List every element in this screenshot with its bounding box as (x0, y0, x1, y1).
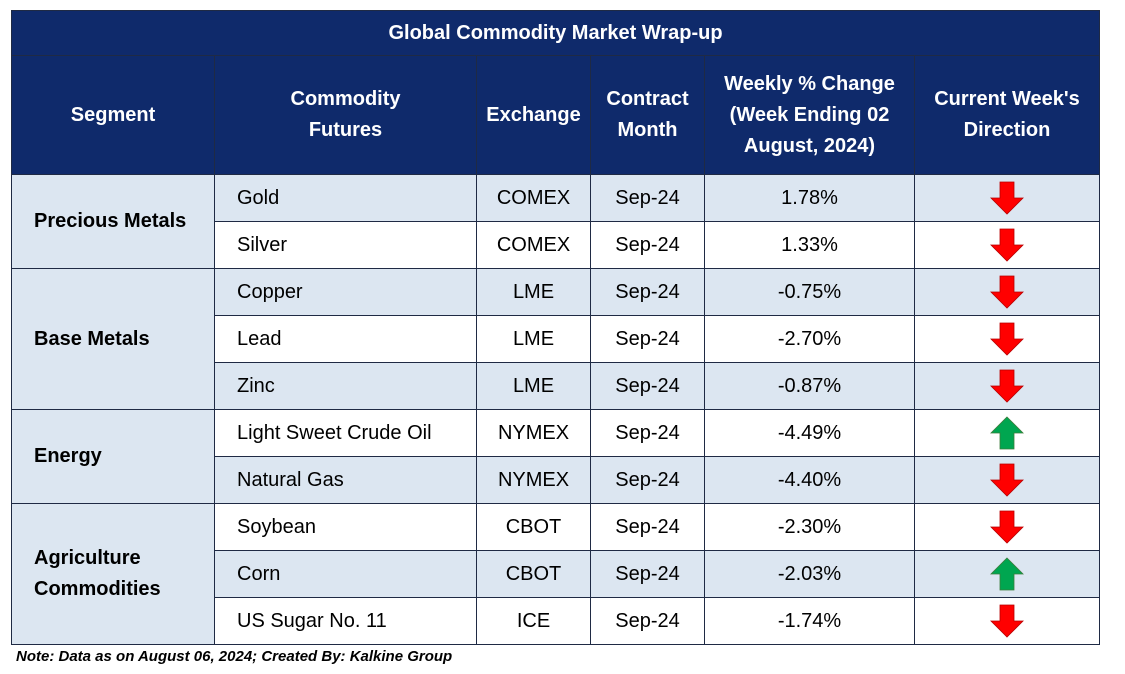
change-cell: -4.40% (704, 456, 915, 504)
commodity-cell: Corn (214, 550, 477, 598)
commodity-cell: Light Sweet Crude Oil (214, 409, 477, 457)
table-row: Lead LME Sep-24 -2.70% (12, 315, 1101, 363)
segment-cell: Base Metals (11, 268, 215, 410)
change-cell: -2.70% (704, 315, 915, 363)
exchange-cell: CBOT (476, 550, 591, 598)
header-commodity: Commodity Futures (214, 55, 477, 175)
commodity-cell: Copper (214, 268, 477, 316)
header-exchange: Exchange (476, 55, 591, 175)
arrow-down-icon (990, 463, 1024, 497)
exchange-cell: NYMEX (476, 409, 591, 457)
exchange-cell: COMEX (476, 221, 591, 269)
commodity-cell: Soybean (214, 503, 477, 551)
arrow-down-icon (990, 604, 1024, 638)
table-row: Zinc LME Sep-24 -0.87% (12, 362, 1101, 410)
direction-cell (913, 221, 1101, 269)
table-row: US Sugar No. 11 ICE Sep-24 -1.74% (12, 597, 1101, 645)
table-row: Energy Light Sweet Crude Oil NYMEX Sep-2… (11, 409, 1101, 504)
commodity-cell: Lead (214, 315, 477, 363)
header-segment: Segment (11, 55, 215, 175)
direction-cell (913, 174, 1101, 222)
segment-cell: Agriculture Commodities (11, 503, 215, 645)
commodity-cell: Silver (214, 221, 477, 269)
table-title: Global Commodity Market Wrap-up (10, 10, 1101, 56)
direction-cell (913, 503, 1101, 551)
change-cell: 1.33% (704, 221, 915, 269)
direction-cell (913, 315, 1101, 363)
header-contract: Contract Month (590, 55, 705, 175)
exchange-cell: CBOT (476, 503, 591, 551)
header-row: Segment Commodity Futures Exchange Contr… (11, 55, 1101, 175)
exchange-cell: LME (476, 268, 591, 316)
direction-cell (913, 362, 1101, 410)
exchange-cell: COMEX (476, 174, 591, 222)
table-row: Natural Gas NYMEX Sep-24 -4.40% (12, 456, 1101, 504)
table-row: Agriculture Commodities Soybean CBOT Sep… (11, 503, 1101, 645)
arrow-down-icon (990, 510, 1024, 544)
direction-cell (913, 456, 1101, 504)
exchange-cell: LME (476, 315, 591, 363)
arrow-down-icon (990, 181, 1024, 215)
change-cell: -2.03% (704, 550, 915, 598)
direction-cell (913, 597, 1101, 645)
contract-cell: Sep-24 (590, 409, 705, 457)
direction-cell (913, 550, 1101, 598)
table-row: Silver COMEX Sep-24 1.33% (12, 221, 1101, 269)
arrow-down-icon (990, 369, 1024, 403)
commodity-table: Global Commodity Market Wrap-up Segment … (10, 10, 1101, 645)
contract-cell: Sep-24 (590, 315, 705, 363)
commodity-cell: Zinc (214, 362, 477, 410)
commodity-cell: Natural Gas (214, 456, 477, 504)
exchange-cell: NYMEX (476, 456, 591, 504)
contract-cell: Sep-24 (590, 456, 705, 504)
title-row: Global Commodity Market Wrap-up (10, 10, 1101, 56)
contract-cell: Sep-24 (590, 268, 705, 316)
table-row: Base Metals Copper LME Sep-24 -0.75% (11, 268, 1101, 410)
exchange-cell: LME (476, 362, 591, 410)
segment-cell: Energy (11, 409, 215, 504)
change-cell: -2.30% (704, 503, 915, 551)
contract-cell: Sep-24 (590, 550, 705, 598)
commodity-table-wrap: Global Commodity Market Wrap-up Segment … (10, 10, 1101, 645)
change-cell: -1.74% (704, 597, 915, 645)
arrow-down-icon (990, 275, 1024, 309)
commodity-cell: Gold (214, 174, 477, 222)
commodity-cell: US Sugar No. 11 (214, 597, 477, 645)
segment-cell: Precious Metals (11, 174, 215, 269)
arrow-up-icon (990, 557, 1024, 591)
contract-cell: Sep-24 (590, 503, 705, 551)
exchange-cell: ICE (476, 597, 591, 645)
direction-cell (913, 409, 1101, 457)
change-cell: 1.78% (704, 174, 915, 222)
direction-cell (913, 268, 1101, 316)
header-weekly-change: Weekly % Change (Week Ending 02 August, … (704, 55, 915, 175)
table-row: Precious Metals Gold COMEX Sep-24 1.78% (11, 174, 1101, 269)
contract-cell: Sep-24 (590, 221, 705, 269)
change-cell: -0.87% (704, 362, 915, 410)
contract-cell: Sep-24 (590, 597, 705, 645)
footnote: Note: Data as on August 06, 2024; Create… (16, 648, 453, 665)
arrow-down-icon (990, 322, 1024, 356)
contract-cell: Sep-24 (590, 362, 705, 410)
change-cell: -4.49% (704, 409, 915, 457)
arrow-down-icon (990, 228, 1024, 262)
arrow-up-icon (990, 416, 1024, 450)
contract-cell: Sep-24 (590, 174, 705, 222)
change-cell: -0.75% (704, 268, 915, 316)
table-row: Corn CBOT Sep-24 -2.03% (12, 550, 1101, 598)
header-direction: Current Week's Direction (913, 55, 1101, 175)
